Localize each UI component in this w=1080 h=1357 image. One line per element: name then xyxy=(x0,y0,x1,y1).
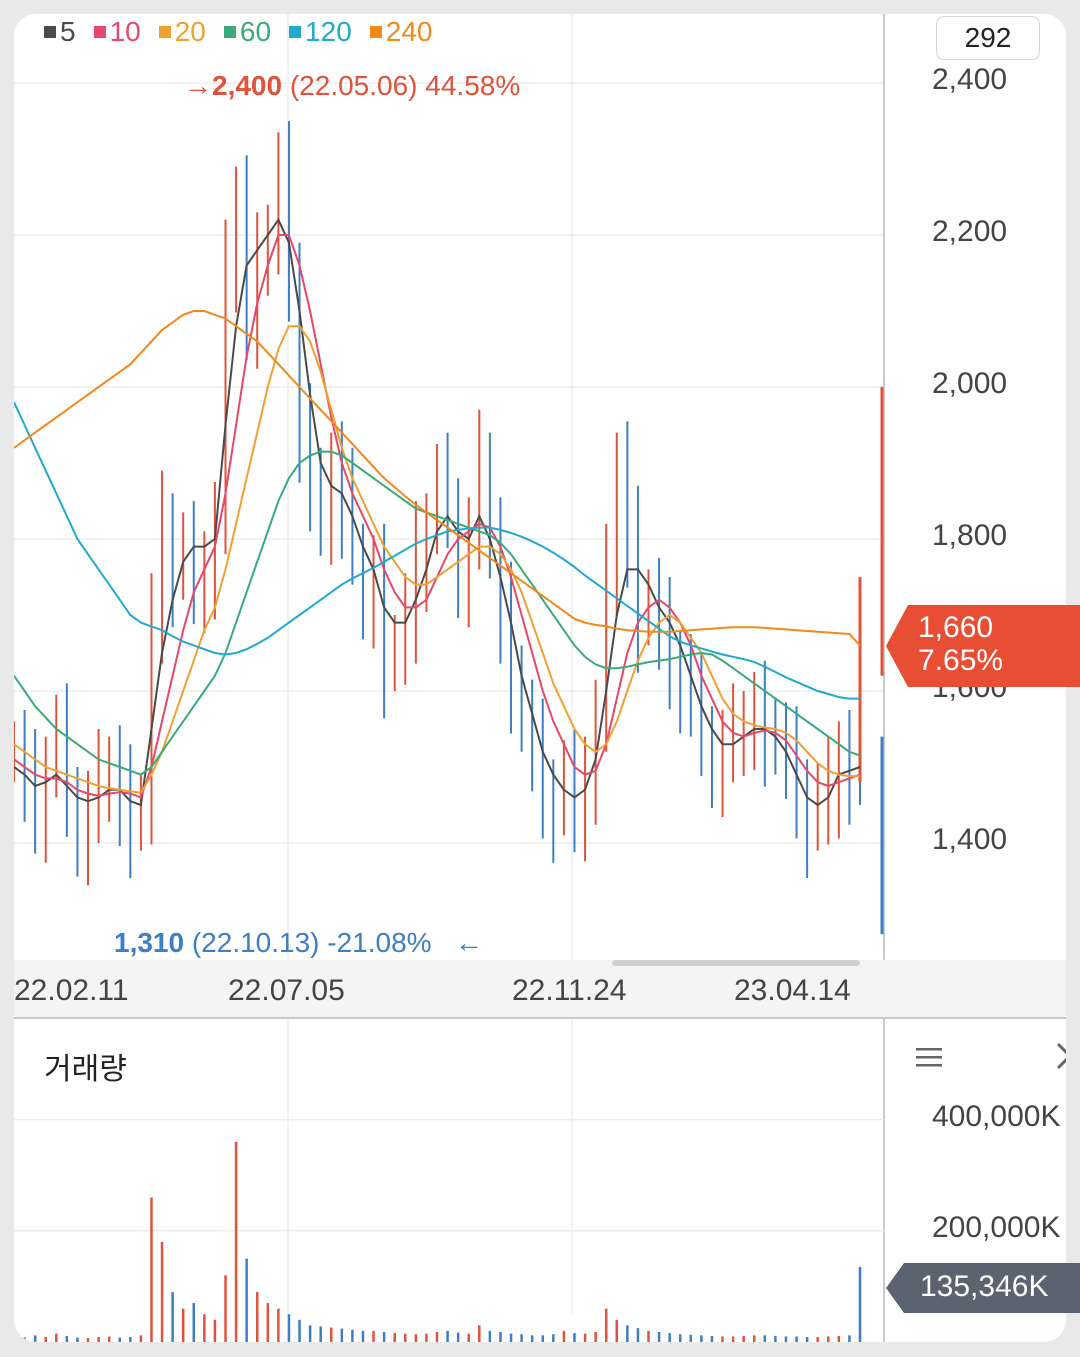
current-pct: 7.65% xyxy=(918,644,1004,677)
legend-item-ma5[interactable]: 5 xyxy=(44,16,76,48)
y-tick-label: 1,800 xyxy=(932,519,1008,552)
volume-tick-label: 400,000K xyxy=(932,1099,1061,1133)
legend-swatch xyxy=(289,26,302,38)
legend-swatch xyxy=(223,26,236,38)
low-date: (22.10.13) xyxy=(191,927,320,958)
legend-item-ma20[interactable]: 20 xyxy=(158,16,206,48)
ma-line-5 xyxy=(14,217,861,807)
ma-line-20 xyxy=(14,325,860,794)
x-tick-label: 23.04.14 xyxy=(734,974,851,1007)
chart-card: 5 10 20 60 120 240 292 →2,400 (22.05.06) 44.5… xyxy=(14,14,1066,1342)
x-tick-label: 22.11.24 xyxy=(512,974,627,1007)
legend-label: 10 xyxy=(109,16,141,47)
legend-item-ma10[interactable]: 10 xyxy=(93,16,141,48)
low-pct: -21.08% xyxy=(327,927,432,958)
ma-line-120 xyxy=(14,401,860,700)
y-tick-label: 2,200 xyxy=(932,215,1008,248)
scrollbar xyxy=(612,960,860,966)
legend-label: 60 xyxy=(239,16,272,47)
high-annotation: →2,400 (22.05.06) 44.58% xyxy=(184,70,520,102)
low-arrow-icon: ← xyxy=(439,927,483,958)
low-price: 1,310 xyxy=(114,927,185,958)
legend-swatch xyxy=(93,26,106,38)
close-icon[interactable] xyxy=(1054,1040,1066,1072)
legend-item-ma240[interactable]: 240 xyxy=(369,16,433,48)
current-volume-tag: 135,346K xyxy=(886,1263,1080,1313)
legend-item-ma120[interactable]: 120 xyxy=(289,16,352,48)
low-annotation: 1,310 (22.10.13) -21.08% ← xyxy=(114,927,483,959)
high-price: 2,400 xyxy=(212,70,283,101)
x-tick-label: 22.07.05 xyxy=(228,974,345,1007)
legend-label: 5 xyxy=(60,16,76,47)
high-date: (22.05.06) xyxy=(289,70,418,101)
x-axis-band xyxy=(14,960,1066,1018)
price-chart[interactable] xyxy=(14,14,1066,1342)
y-tick-label: 1,400 xyxy=(932,823,1008,856)
legend-swatch xyxy=(158,26,171,38)
price-box: 292 xyxy=(936,16,1040,60)
legend-label: 120 xyxy=(305,16,352,47)
high-pct: 44.58% xyxy=(425,70,521,101)
ma-line-240 xyxy=(14,310,861,647)
legend-swatch xyxy=(44,26,56,38)
legend-label: 240 xyxy=(385,16,433,47)
ma-legend: 5 10 20 60 120 240 xyxy=(44,14,432,50)
high-arrow-icon: → xyxy=(184,70,212,101)
y-tick-label: 2,000 xyxy=(932,367,1008,400)
y-tick-label: 2,400 xyxy=(932,63,1008,96)
current-price-tag: 1,660 7.65% xyxy=(886,605,1080,687)
ma-line-60 xyxy=(14,450,861,776)
legend-item-ma60[interactable]: 60 xyxy=(223,16,272,48)
current-volume: 135,346K xyxy=(920,1270,1049,1303)
menu-icon[interactable] xyxy=(914,1042,946,1074)
volume-tick-label: 200,000K xyxy=(932,1210,1061,1244)
legend-swatch xyxy=(369,26,382,38)
volume-title: 거래량 xyxy=(44,1053,127,1086)
current-price: 1,660 xyxy=(918,611,994,644)
x-tick-label: 22.02.11 xyxy=(14,974,129,1007)
legend-label: 20 xyxy=(174,16,206,47)
